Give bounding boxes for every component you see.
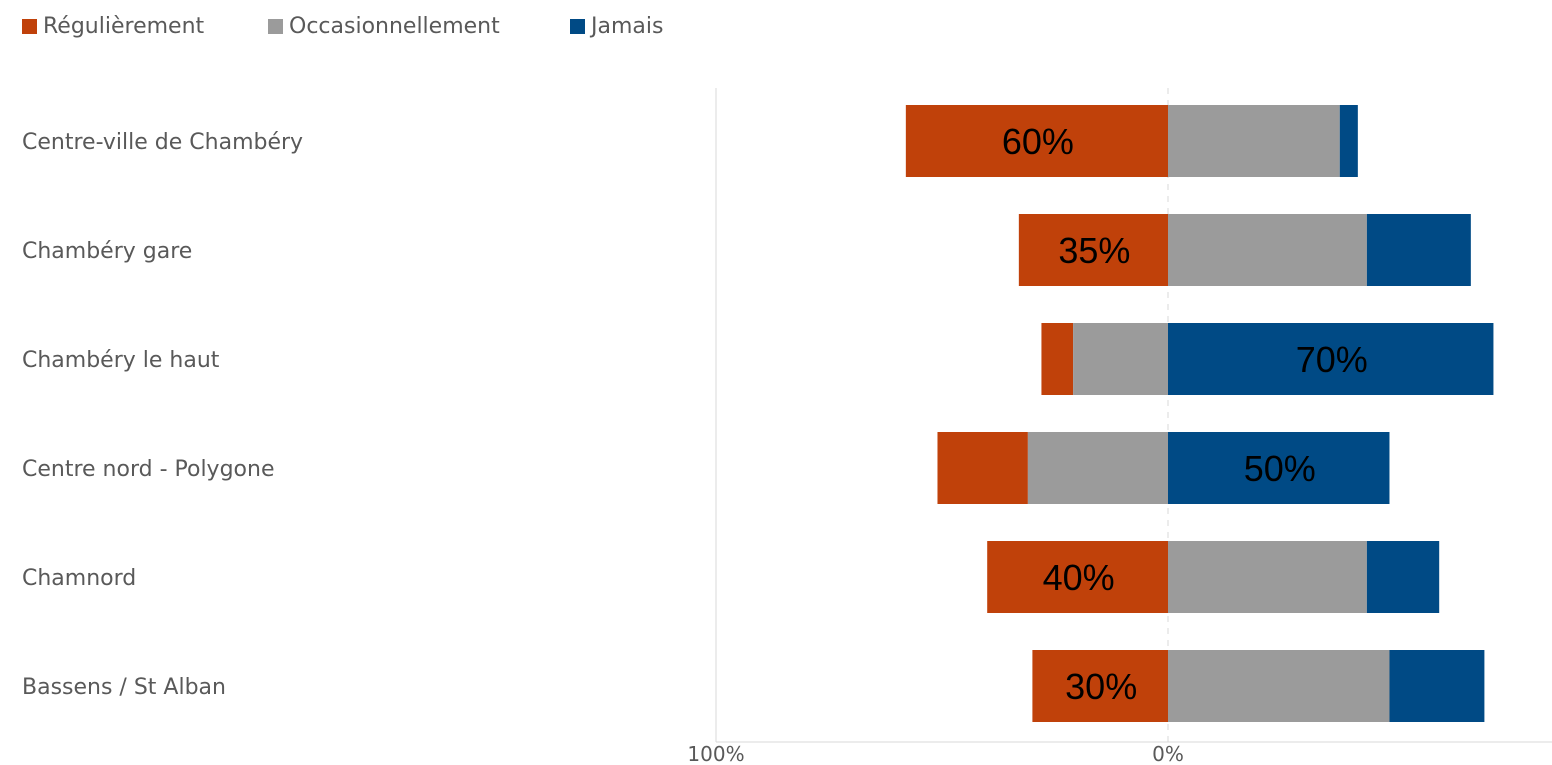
bar-segment-0-0	[905, 105, 1168, 177]
bar-segment-3-1	[1027, 432, 1168, 504]
legend-swatch-0	[22, 19, 37, 34]
data-label-3-2: 50%	[1244, 448, 1316, 489]
data-label-1-0: 35%	[1058, 230, 1130, 271]
bar-row-0: 60%	[905, 105, 1358, 177]
legend-label-2: Jamais	[589, 14, 663, 39]
category-label-3: Centre nord - Polygone	[22, 457, 274, 482]
x-tick-label-0: 100%	[687, 742, 744, 765]
bar-segment-1-2	[1366, 214, 1471, 286]
bar-segment-2-0	[1041, 323, 1074, 395]
plot-area: 60% 35% 70% 50% 40% 30%	[905, 105, 1494, 722]
bar-segment-4-2	[1366, 541, 1440, 613]
x-tick-label-1: 0%	[1152, 742, 1184, 765]
data-label-5-0: 30%	[1065, 666, 1137, 707]
category-label-4: Chamnord	[22, 566, 136, 591]
bar-segment-4-0	[987, 541, 1168, 613]
bar-segment-1-0	[1018, 214, 1168, 286]
legend-swatch-1	[268, 19, 283, 34]
bar-segment-5-0	[1032, 650, 1168, 722]
bar-segment-4-1	[1168, 541, 1367, 613]
bar-row-2: 70%	[1041, 323, 1494, 395]
legend: Régulièrement Occasionnellement Jamais	[22, 14, 663, 39]
bar-segment-5-2	[1389, 650, 1485, 722]
bar-row-3: 50%	[937, 432, 1390, 504]
category-label-0: Centre-ville de Chambéry	[22, 130, 303, 155]
legend-label-0: Régulièrement	[43, 14, 205, 39]
data-label-2-2: 70%	[1296, 339, 1368, 380]
bar-segment-3-2	[1168, 432, 1390, 504]
category-label-1: Chambéry gare	[22, 239, 192, 264]
data-label-4-0: 40%	[1043, 557, 1115, 598]
bar-segment-0-2	[1339, 105, 1358, 177]
bar-segment-1-1	[1168, 214, 1367, 286]
x-axis: 100% 0%	[687, 88, 1552, 765]
bar-row-1: 35%	[1018, 214, 1471, 286]
category-labels: Centre-ville de Chambéry Chambéry gare Cha…	[22, 130, 303, 700]
bar-segment-3-0	[937, 432, 1028, 504]
data-label-0-0: 60%	[1002, 121, 1074, 162]
bar-row-5: 30%	[1032, 650, 1485, 722]
bar-segment-2-1	[1073, 323, 1168, 395]
legend-swatch-2	[570, 19, 585, 34]
legend-label-1: Occasionnellement	[289, 14, 500, 39]
category-label-2: Chambéry le haut	[22, 348, 220, 373]
category-label-5: Bassens / St Alban	[22, 675, 226, 700]
bar-segment-2-2	[1168, 323, 1494, 395]
bar-row-4: 40%	[987, 541, 1440, 613]
bar-segment-0-1	[1168, 105, 1340, 177]
bar-segment-5-1	[1168, 650, 1390, 722]
